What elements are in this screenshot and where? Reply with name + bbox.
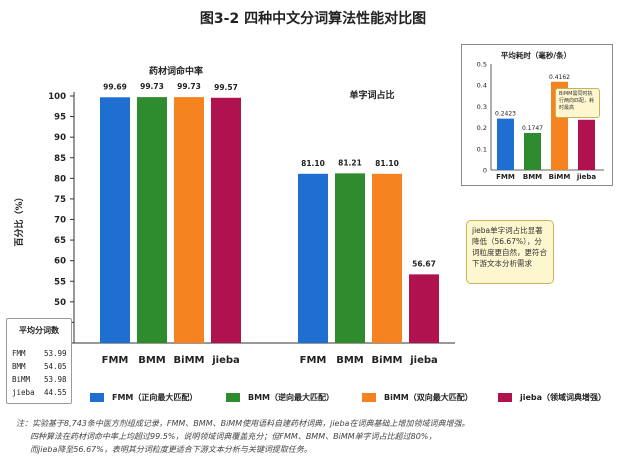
stat-value-jieba: 44.55	[44, 388, 67, 397]
data-label: 99.73	[140, 82, 164, 91]
inset-data-label: 0.2423	[495, 111, 516, 118]
inset-y-tick-label: 0.3	[477, 103, 487, 111]
legend-swatch-bmm	[226, 393, 240, 402]
inset-x-tick-label: jieba	[576, 173, 597, 181]
inset-note: BiMM需同时执行两向匹配，耗时最高	[555, 88, 600, 118]
inset-data-label: 0.1747	[522, 125, 543, 132]
x-tick-label: BiMM	[372, 355, 403, 366]
y-tick-label: 85	[54, 154, 66, 164]
avg-token-count-box: 平均分词数 FMM 53.99 BMM 54.05 BiMM 53.98 jie…	[6, 318, 72, 404]
stat-name-jieba: jieba	[12, 388, 35, 397]
y-tick-label: 55	[54, 277, 66, 287]
x-tick-label: BiMM	[174, 355, 205, 366]
data-label: 56.67	[412, 259, 436, 268]
x-tick-label: BMM	[138, 355, 166, 366]
bar-bmm	[335, 173, 365, 343]
legend-label-jieba: jieba（领域词典增强）	[520, 393, 607, 402]
inset-bar-bmm	[524, 132, 541, 170]
chart-legend: FMM（正向最大匹配） BMM（逆向最大匹配） BiMM（双向最大匹配） jie…	[0, 392, 626, 406]
bar-fmm	[298, 173, 328, 343]
inset-bar-jieba	[578, 119, 595, 170]
chart-title: 图3-2 四种中文分词算法性能对比图	[199, 11, 427, 27]
inset-bar-fmm	[497, 118, 514, 170]
y-tick-label: 90	[54, 133, 66, 143]
inset-y-tick-label: 0.4	[477, 82, 487, 90]
inset-y-tick-label: 0	[483, 167, 487, 175]
legend-item-bimm: BiMM（双向最大匹配）	[362, 392, 473, 403]
group-title: 药材词命中率	[149, 65, 203, 77]
inset-y-tick-label: 0.5	[477, 61, 487, 69]
bar-bmm	[137, 97, 167, 343]
footnote-line-3: 而jieba降至56.67%，表明其分词粒度更适合下游文本分析与关键词提取任务。	[30, 445, 312, 454]
inset-y-tick-label: 0.1	[477, 145, 487, 153]
stat-box-title: 平均分词数	[19, 326, 59, 335]
y-tick-label: 80	[54, 174, 66, 184]
bar-jieba	[211, 97, 241, 343]
group-title: 单字词占比	[349, 89, 394, 101]
bar-bimm	[174, 97, 204, 343]
legend-label-fmm: FMM（正向最大匹配）	[112, 393, 198, 402]
bar-fmm	[100, 97, 130, 343]
legend-swatch-jieba	[498, 393, 512, 402]
data-label: 81.10	[301, 159, 325, 168]
stat-value-fmm: 53.99	[44, 349, 67, 358]
data-label: 99.69	[103, 82, 127, 91]
legend-swatch-bimm	[362, 393, 376, 402]
x-tick-label: FMM	[102, 355, 129, 366]
y-tick-label: 50	[54, 298, 66, 308]
stat-name-bimm: BiMM	[12, 375, 31, 384]
stat-name-fmm: FMM	[12, 349, 26, 358]
legend-item-jieba: jieba（领域词典增强）	[498, 392, 606, 403]
legend-label-bmm: BMM（逆向最大匹配）	[248, 393, 335, 402]
y-tick-label: 95	[54, 113, 66, 123]
footnote-line-1: 注：实验基于8,743条中医方剂组成记录，FMM、BMM、BiMM使用语料自建药…	[16, 419, 470, 428]
jieba-annotation: jieba单字词占比显著降低（56.67%），分词粒度更自然，更符合下游文本分析…	[466, 220, 554, 284]
y-tick-label: 75	[54, 195, 66, 205]
legend-swatch-fmm	[90, 393, 104, 402]
x-tick-label: FMM	[300, 355, 327, 366]
x-tick-label: jieba	[211, 355, 240, 366]
bar-bimm	[372, 173, 402, 343]
legend-item-fmm: FMM（正向最大匹配）	[90, 392, 197, 403]
footnote-line-2: 四种算法在药材词命中率上均超过99.5%，说明领域词典覆盖充分；但FMM、BMM…	[30, 432, 437, 441]
bar-jieba	[409, 274, 439, 343]
y-axis-label: 百分比（%）	[13, 192, 25, 246]
y-tick-label: 60	[54, 257, 66, 267]
legend-item-bmm: BMM（逆向最大匹配）	[226, 392, 334, 403]
inset-x-tick-label: BiMM	[549, 173, 571, 181]
stat-value-bimm: 53.98	[44, 375, 67, 384]
footnote: 注：实验基于8,743条中医方剂组成记录，FMM、BMM、BiMM使用语料自建药…	[16, 417, 616, 456]
legend-label-bimm: BiMM（双向最大匹配）	[384, 393, 473, 402]
data-label: 99.57	[214, 83, 238, 92]
inset-data-label: 0.4162	[549, 74, 570, 81]
y-tick-label: 100	[48, 92, 66, 102]
inset-y-tick-label: 0.2	[477, 124, 487, 132]
x-tick-label: BMM	[336, 355, 364, 366]
stat-name-bmm: BMM	[12, 362, 26, 371]
y-tick-label: 65	[54, 236, 66, 246]
data-label: 81.21	[338, 158, 362, 167]
inset-x-tick-label: BMM	[523, 173, 542, 181]
x-tick-label: jieba	[409, 355, 438, 366]
data-label: 99.73	[177, 82, 201, 91]
inset-x-tick-label: FMM	[496, 173, 515, 181]
y-tick-label: 70	[54, 216, 66, 226]
stat-value-bmm: 54.05	[44, 362, 67, 371]
inset-title: 平均耗时（毫秒/条）	[501, 50, 571, 60]
data-label: 81.10	[375, 159, 399, 168]
